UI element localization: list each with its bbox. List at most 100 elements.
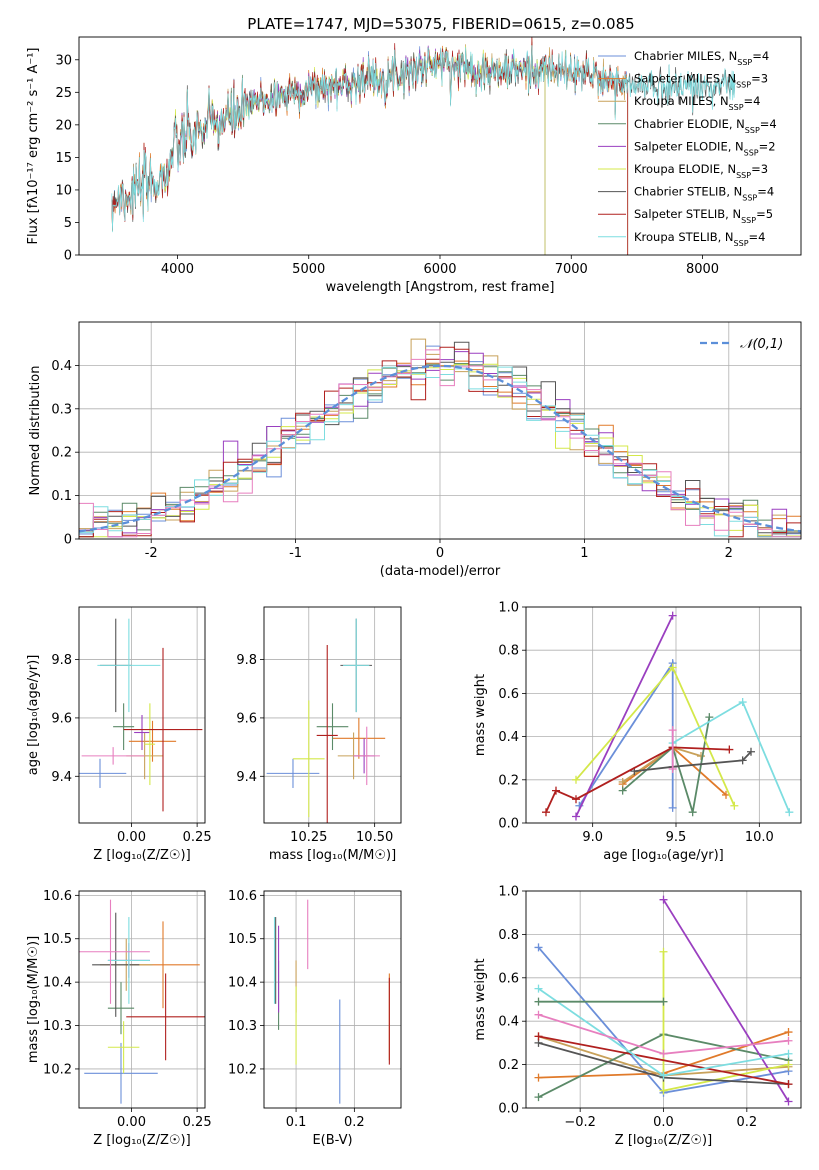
chart-weight_vs_Z: −0.2 0.0 0.2 0.0 0.2 0.4 0.6 0.8 1.0 Z [log₁₀(Z/Z…	[473, 885, 802, 1148]
y-tick-label: 0.8	[498, 644, 519, 659]
weight-marker	[784, 1060, 793, 1069]
x-tick-label: 0.25	[183, 830, 212, 845]
spectrum-series-line	[111, 45, 736, 233]
x-tick-label: 0	[436, 546, 444, 561]
y-tick-label: 9.4	[51, 770, 72, 785]
axes-frame	[525, 606, 802, 824]
weight-marker	[534, 997, 543, 1006]
spectrum-legend: Chabrier MILES, NSSP=4 Salpeter MILES, NS…	[598, 49, 777, 247]
weight-marker	[668, 765, 677, 773]
chart-mass_vs_Z: 0.00 0.25 10.2 10.3 10.4 10.5 10.6 Z [log₁₀(Z/Z…	[26, 889, 212, 1148]
y-axis-label: age [log₁₀(age/yr)]	[26, 655, 41, 776]
x-axis-label: Z [log₁₀(Z/Z☉)]	[615, 1133, 712, 1148]
weight-marker	[738, 698, 747, 707]
weight-marker	[668, 803, 677, 812]
weight-marker	[534, 1032, 543, 1041]
y-tick-label: 0.6	[498, 971, 519, 986]
weight-marker	[659, 1049, 668, 1058]
y-tick-label: 9.8	[51, 653, 72, 668]
axes-frame	[78, 606, 206, 824]
x-axis-label: wavelength [Angstrom, rest frame]	[326, 280, 555, 295]
y-tick-label: 5	[64, 216, 72, 231]
weight-marker	[534, 1073, 543, 1082]
plot-area	[79, 338, 801, 538]
plot-area	[79, 899, 205, 1104]
y-tick-label: 0	[64, 249, 72, 264]
x-tick-label: 1	[580, 546, 588, 561]
weight-marker	[668, 726, 677, 735]
y-axis-label: Normed distribution	[28, 366, 43, 496]
y-tick-label: 0.6	[498, 687, 519, 702]
y-tick-label: 0.4	[498, 1015, 519, 1030]
y-tick-label: 15	[55, 151, 72, 166]
axes-frame	[78, 36, 802, 256]
plot-area	[79, 618, 203, 812]
y-tick-label: 9.6	[236, 711, 257, 726]
y-tick-label: 0.4	[498, 730, 519, 745]
weight-marker	[618, 777, 627, 786]
plot-area	[542, 611, 794, 821]
y-tick-label: 0	[64, 533, 72, 548]
y-tick-label: 0.2	[498, 1058, 519, 1073]
weight-marker	[534, 984, 543, 993]
weight-marker	[688, 808, 697, 817]
y-tick-label: 10.3	[43, 1019, 72, 1034]
y-tick-label: 10.6	[43, 889, 72, 904]
weight-marker	[784, 1080, 793, 1089]
y-tick-label: 10.5	[43, 932, 72, 947]
x-axis-label: Z [log₁₀(Z/Z☉)]	[93, 1133, 190, 1148]
y-axis-label: mass weight	[473, 674, 488, 756]
y-tick-label: 10.3	[228, 1019, 257, 1034]
figure-title: PLATE=1747, MJD=53075, FIBERID=0615, z=0…	[247, 15, 634, 33]
weight-marker	[747, 747, 755, 756]
weight-marker	[730, 801, 739, 810]
weight-marker	[785, 808, 794, 817]
weight-line	[672, 700, 791, 813]
y-tick-label: 0.1	[51, 489, 72, 504]
legend-entry: Kroupa MILES, NSSP=4	[634, 94, 760, 112]
weight-line	[662, 899, 790, 1102]
axes-frame	[263, 606, 402, 824]
weight-marker	[572, 795, 580, 804]
weight-marker	[659, 1086, 668, 1095]
x-tick-label: 2	[725, 546, 733, 561]
x-tick-label: 10.50	[356, 830, 393, 845]
plot-area	[111, 37, 736, 255]
y-tick-label: 10.2	[228, 1062, 257, 1077]
weight-marker	[534, 943, 543, 952]
weight-line	[538, 1035, 789, 1085]
x-axis-label: E(B-V)	[312, 1133, 352, 1148]
legend-entry: Salpeter MILES, NSSP=3	[634, 72, 768, 90]
x-tick-label: 6000	[423, 262, 456, 277]
legend-entry: Salpeter ELODIE, NSSP=2	[634, 139, 776, 157]
y-tick-label: 0.8	[498, 928, 519, 943]
x-tick-label: 0.1	[286, 1115, 307, 1130]
y-tick-label: 9.4	[236, 770, 257, 785]
y-tick-label: 9.8	[236, 653, 257, 668]
plot-area	[266, 618, 386, 823]
normal-curve	[79, 364, 801, 533]
weight-marker	[668, 611, 677, 620]
x-tick-label: -1	[289, 546, 302, 561]
y-axis-label: mass [log₁₀(M/M☉)]	[26, 936, 41, 1063]
y-tick-label: 10.6	[228, 889, 257, 904]
weight-marker	[784, 1036, 793, 1045]
y-axis-label: Flux [fλ10⁻¹⁷ erg cm⁻² s⁻¹ A⁻¹]	[26, 48, 41, 245]
x-axis-label: Z [log₁₀(Z/Z☉)]	[93, 848, 190, 863]
legend-entry: Chabrier STELIB, NSSP=4	[634, 185, 774, 203]
spectrum-series-line	[111, 37, 629, 255]
weight-marker	[784, 1097, 793, 1106]
legend-entry: Chabrier MILES, NSSP=4	[634, 49, 769, 67]
weight-marker	[725, 745, 734, 754]
legend-entry: Kroupa STELIB, NSSP=4	[634, 230, 765, 248]
y-tick-label: 0.2	[498, 773, 519, 788]
axes-frame	[263, 890, 402, 1109]
x-tick-label: 8000	[686, 262, 719, 277]
x-tick-label: -2	[145, 546, 158, 561]
weight-marker	[618, 786, 627, 795]
y-tick-label: 30	[55, 53, 72, 68]
weight-marker	[738, 756, 747, 765]
x-tick-label: 10.0	[745, 830, 774, 845]
chart-mass_vs_ebv: 0.1 0.2 10.2 10.3 10.4 10.5 10.6 E(B-V)	[228, 889, 402, 1148]
axes-frame	[525, 890, 802, 1109]
